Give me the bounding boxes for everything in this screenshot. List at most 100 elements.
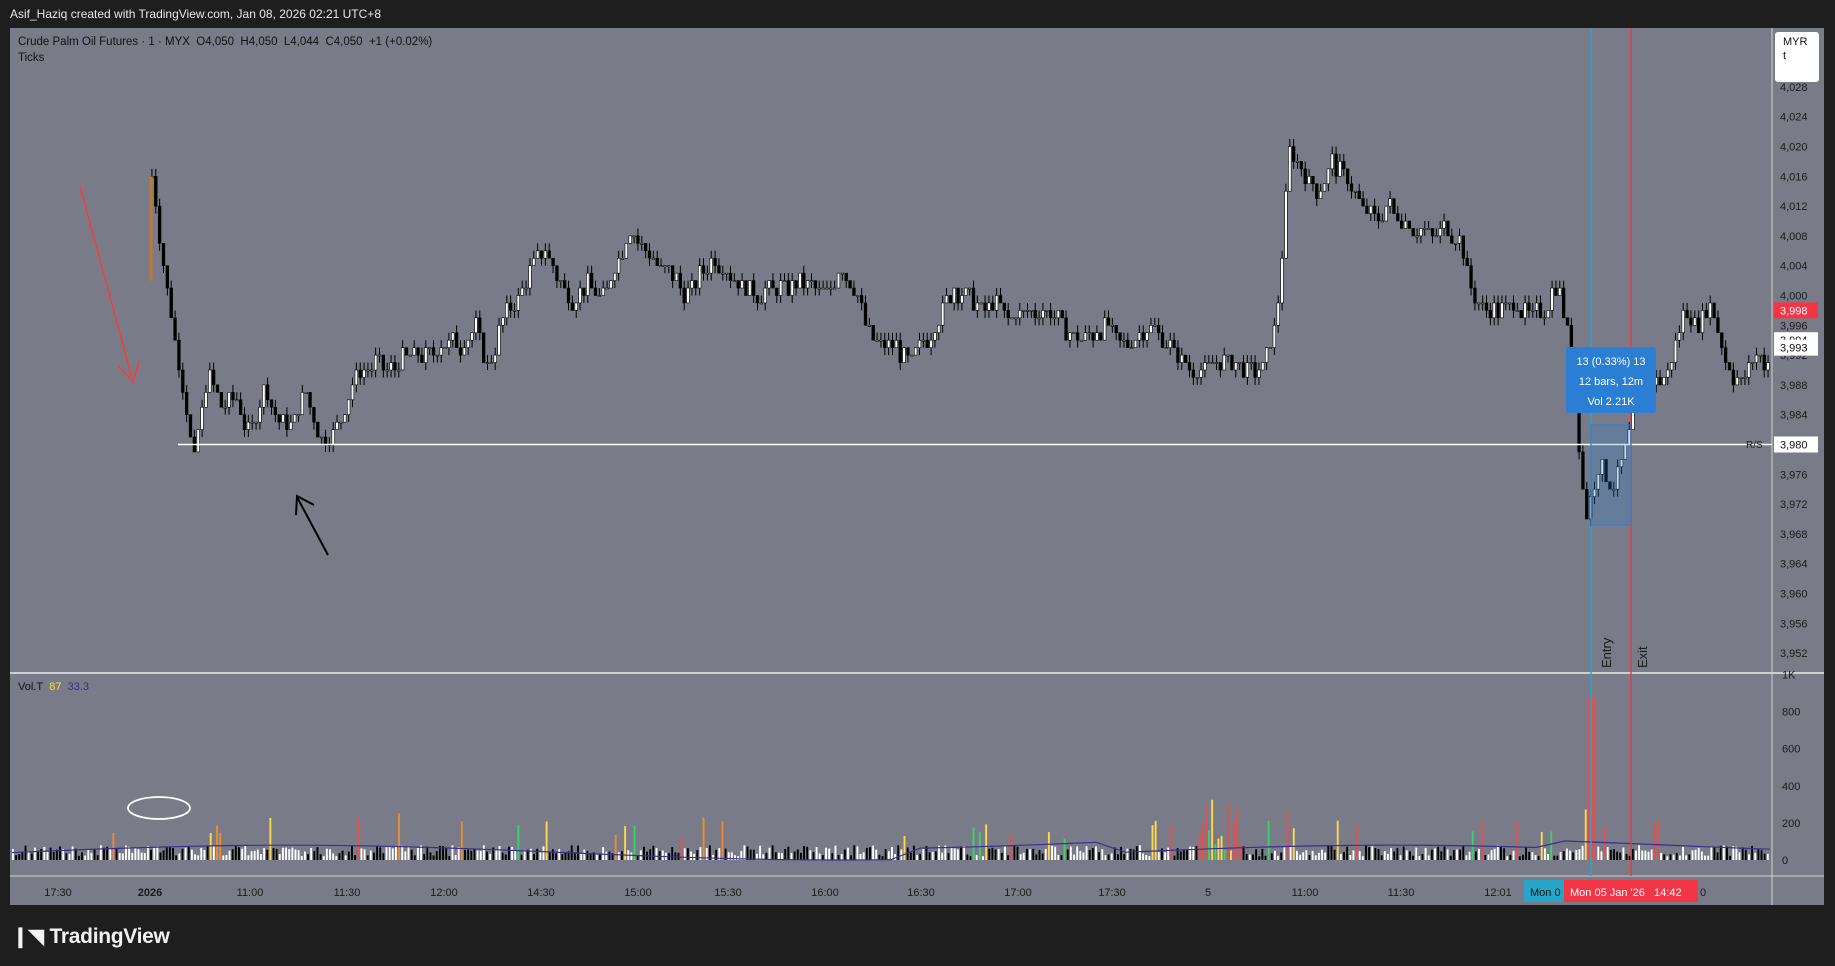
currency-label: MYR xyxy=(1783,36,1808,48)
candle xyxy=(1253,355,1257,385)
candle xyxy=(613,272,617,289)
volume-bar xyxy=(103,847,105,860)
legend-change: +1 (+0.02%) xyxy=(368,36,433,48)
chart-svg[interactable]: Entry Exit 13 (0.33%) 13 12 bars, 12m Vo… xyxy=(0,0,1835,906)
volume-legend-name: Vol.T xyxy=(18,681,44,693)
volume-bar xyxy=(671,847,674,860)
volume-bar xyxy=(1336,820,1339,860)
volume-bar xyxy=(106,846,109,860)
candle xyxy=(1608,481,1612,490)
volume-bar xyxy=(1635,850,1637,860)
candle xyxy=(1249,355,1253,370)
volume-bar xyxy=(1393,851,1396,860)
volume-bar xyxy=(1675,852,1678,860)
volume-bar xyxy=(1195,846,1198,860)
tradingview-logo[interactable]: ❙◥ TradingView xyxy=(12,925,170,948)
volume-bar xyxy=(1506,856,1509,860)
candle xyxy=(1091,332,1095,348)
candle xyxy=(1716,310,1720,334)
candle xyxy=(1488,302,1493,326)
volume-bar xyxy=(1726,846,1728,860)
candle xyxy=(616,250,621,281)
candle xyxy=(555,265,559,289)
volume-bar xyxy=(712,854,714,860)
volume-bar xyxy=(891,847,893,860)
volume-bar xyxy=(1669,854,1672,860)
volume-bar xyxy=(407,846,410,860)
volume-bar xyxy=(263,848,266,860)
candle xyxy=(1095,325,1099,341)
volume-bar xyxy=(884,848,887,860)
candle xyxy=(605,280,609,290)
volume-bar xyxy=(1076,846,1079,860)
volume-bar xyxy=(159,852,162,860)
candle xyxy=(1504,295,1508,311)
volume-bar xyxy=(162,850,165,860)
red-arrow-annotation[interactable] xyxy=(79,185,140,384)
volume-bar xyxy=(743,845,746,860)
volume-bar xyxy=(1233,821,1236,860)
volume-bar xyxy=(74,848,77,860)
volume-bar xyxy=(1500,846,1502,860)
black-arrow-annotation[interactable] xyxy=(295,494,329,556)
measure-tooltip-bg xyxy=(1566,347,1656,413)
volume-bar xyxy=(928,852,931,860)
volume-bar xyxy=(1066,849,1069,860)
candle xyxy=(763,280,767,311)
candle xyxy=(1430,228,1435,244)
candle xyxy=(1222,347,1226,371)
volume-bar xyxy=(52,852,55,860)
time-tick: 14:30 xyxy=(527,887,555,899)
volume-bar xyxy=(1308,855,1311,860)
candle xyxy=(925,332,929,348)
volume-bar xyxy=(661,850,664,860)
volume-bar xyxy=(278,854,281,860)
chart-frame[interactable] xyxy=(10,28,1824,905)
volume-bar xyxy=(1710,847,1713,860)
volume-tick: 1K xyxy=(1782,670,1796,682)
volume-bar xyxy=(360,848,363,860)
volume-bar xyxy=(250,851,253,860)
volume-bar xyxy=(1509,854,1512,860)
candle xyxy=(952,287,956,311)
candle xyxy=(431,340,436,363)
volume-bar xyxy=(1722,845,1725,860)
candle xyxy=(844,272,848,289)
volume-bar xyxy=(1032,848,1035,860)
volume-bar xyxy=(677,852,680,860)
volume-highlight-ellipse[interactable] xyxy=(127,796,191,820)
volume-bar xyxy=(1550,831,1553,860)
volume-bar xyxy=(146,846,149,860)
candle xyxy=(470,332,474,348)
candle xyxy=(717,258,721,274)
legend-open: O4,050 xyxy=(196,36,235,48)
candle xyxy=(1662,377,1666,386)
volume-bar xyxy=(1255,849,1258,860)
volume-bar xyxy=(991,847,994,860)
candle xyxy=(701,258,706,281)
volume-bar xyxy=(599,853,601,860)
time-tick: 16:00 xyxy=(811,887,839,899)
measure-line-2: 12 bars, 12m xyxy=(1579,376,1643,388)
candle xyxy=(678,265,683,296)
candle xyxy=(867,317,872,327)
volume-bar xyxy=(131,852,134,860)
candle xyxy=(184,384,189,423)
price-tick: 4,012 xyxy=(1780,201,1808,213)
candle xyxy=(948,295,953,304)
candle xyxy=(670,265,675,289)
candle xyxy=(1496,295,1500,326)
volume-bar xyxy=(727,852,730,860)
candle xyxy=(1600,459,1604,482)
candle xyxy=(1527,295,1531,318)
volume-bar xyxy=(652,845,655,860)
volume-bar xyxy=(1449,855,1452,860)
time-tick-trailing: 0 xyxy=(1700,887,1706,899)
candle xyxy=(474,310,478,341)
volume-bar xyxy=(225,854,228,860)
volume-bar xyxy=(1562,851,1565,860)
currency-unit-button[interactable]: MYR t xyxy=(1775,32,1819,82)
volume-bar xyxy=(376,845,379,860)
candle xyxy=(582,287,586,303)
candle xyxy=(489,355,494,364)
